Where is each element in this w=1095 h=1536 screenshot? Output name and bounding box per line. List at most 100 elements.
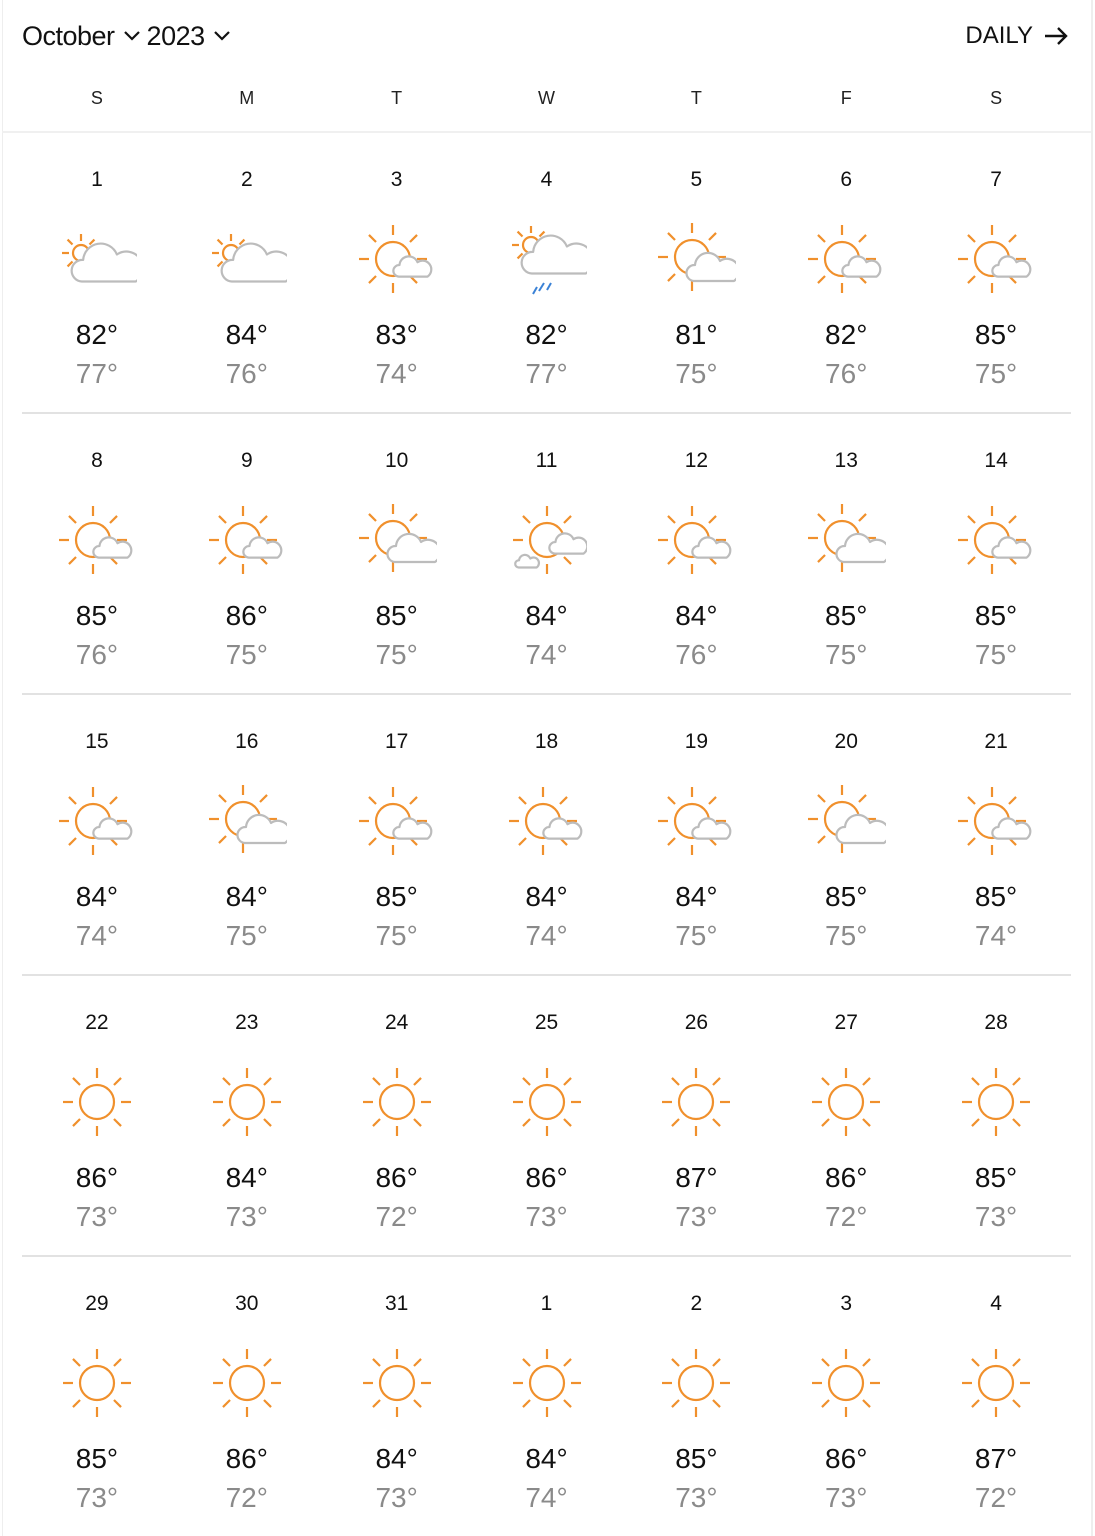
day-cell[interactable]: 31 84° 73°: [322, 1257, 472, 1536]
day-cell[interactable]: 11 84° 74°: [472, 414, 622, 693]
low-temp: 74°: [375, 358, 418, 389]
day-cell[interactable]: 3 86° 73°: [771, 1257, 921, 1536]
day-cell[interactable]: 29 85° 73°: [22, 1257, 172, 1536]
cloud-icon: [386, 532, 437, 564]
low-temp: 72°: [825, 1201, 868, 1232]
sun-icon: [662, 1349, 731, 1417]
low-temp: 76°: [675, 639, 718, 670]
day-cell[interactable]: 25 86° 73°: [472, 976, 622, 1255]
day-date: 29: [85, 1292, 109, 1315]
day-cell[interactable]: 18 84° 74°: [472, 695, 622, 974]
day-cell[interactable]: 7 85° 75°: [921, 133, 1071, 412]
day-cell[interactable]: 21 85° 74°: [921, 695, 1071, 974]
partly-sunny-icon: [58, 506, 133, 574]
day-date: 11: [535, 449, 558, 472]
daily-view-button[interactable]: DAILY: [965, 16, 1069, 56]
day-cell[interactable]: 4 82° 77°: [472, 133, 622, 412]
cloud-icon: [92, 536, 133, 559]
sun-icon: [62, 1068, 131, 1136]
month-label: October: [22, 20, 115, 51]
sunny-icon: [512, 1349, 581, 1417]
day-cell[interactable]: 8 85° 76°: [22, 414, 172, 693]
low-temp: 75°: [974, 639, 1018, 670]
low-temp: 76°: [225, 358, 268, 389]
day-date: 4: [990, 1292, 1002, 1315]
high-temp: 84°: [675, 881, 718, 912]
cloud-icon: [220, 242, 287, 283]
year-selector[interactable]: 2023: [147, 21, 233, 52]
day-cell[interactable]: 16 84° 75°: [172, 695, 322, 974]
day-date: 10: [384, 449, 409, 472]
month-selector[interactable]: October: [22, 21, 143, 52]
day-cell[interactable]: 26 87° 73°: [621, 976, 771, 1255]
high-temp: 81°: [675, 319, 718, 350]
day-date: 3: [390, 168, 403, 191]
high-temp: 82°: [525, 319, 568, 350]
cloud-icon: [835, 813, 887, 845]
week-row: 8 85° 76° 9 86° 75° 10 85° 75° 11 84° 74° 12…: [22, 414, 1071, 695]
chevron-down-icon: [213, 31, 230, 41]
day-cell[interactable]: 10 85° 75°: [322, 414, 472, 693]
low-temp: 73°: [974, 1201, 1018, 1232]
day-cell[interactable]: 27 86° 72°: [771, 976, 921, 1255]
sun-icon: [212, 1068, 281, 1136]
high-temp: 87°: [675, 1162, 718, 1193]
day-cell[interactable]: 12 84° 76°: [621, 414, 771, 693]
sunny-icon: [362, 1349, 431, 1417]
low-temp: 73°: [675, 1482, 718, 1513]
low-temp: 72°: [225, 1482, 268, 1513]
day-date: 4: [540, 168, 553, 191]
mostly-cloudy-icon: [61, 234, 137, 283]
low-temp: 77°: [525, 358, 568, 389]
day-date: 2: [240, 168, 253, 191]
day-cell[interactable]: 5 81° 75°: [621, 133, 771, 412]
day-cell[interactable]: 14 85° 75°: [921, 414, 1071, 693]
high-temp: 85°: [75, 1443, 119, 1474]
day-cell[interactable]: 30 86° 72°: [172, 1257, 322, 1536]
high-temp: 85°: [974, 1162, 1018, 1193]
partly-sunny-icon: [958, 225, 1032, 293]
day-cell[interactable]: 17 85° 75°: [322, 695, 472, 974]
day-cell[interactable]: 20 85° 75°: [771, 695, 921, 974]
high-temp: 84°: [525, 600, 568, 631]
day-cell[interactable]: 23 84° 73°: [172, 976, 322, 1255]
cloud-icon: [70, 242, 137, 283]
day-cell[interactable]: 2 85° 73°: [621, 1257, 771, 1536]
day-cell[interactable]: 9 86° 75°: [172, 414, 322, 693]
low-temp: 74°: [525, 920, 568, 951]
low-temp: 75°: [375, 920, 418, 951]
cloud-icon: [520, 234, 587, 275]
day-cell[interactable]: 2 84° 76°: [172, 133, 322, 412]
day-cell[interactable]: 3 83° 74°: [322, 133, 472, 412]
day-cell[interactable]: 13 85° 75°: [771, 414, 921, 693]
day-cell[interactable]: 6 82° 76°: [771, 133, 921, 412]
partly-cloudy-icon: [358, 504, 437, 572]
sun-icon: [512, 1349, 581, 1417]
day-cell[interactable]: 1 82° 77°: [22, 133, 172, 412]
week-row: 29 85° 73° 30 86° 72° 31 84° 73° 1 84° 74° 2…: [22, 1257, 1071, 1536]
weekday-label: W: [538, 88, 555, 108]
partly-sunny-icon: [808, 225, 882, 293]
day-date: 14: [984, 449, 1008, 472]
day-date: 17: [384, 730, 409, 753]
day-cell[interactable]: 1 84° 74°: [472, 1257, 622, 1536]
day-cell[interactable]: 28 85° 73°: [921, 976, 1071, 1255]
day-date: 6: [840, 168, 853, 191]
high-temp: 83°: [375, 319, 418, 350]
chevron-down-icon: [123, 31, 140, 41]
day-cell[interactable]: 15 84° 74°: [22, 695, 172, 974]
day-cell[interactable]: 4 87° 72°: [921, 1257, 1071, 1536]
day-cell[interactable]: 22 86° 73°: [22, 976, 172, 1255]
partly-cloudy-icon: [208, 785, 287, 853]
day-cell[interactable]: 24 86° 72°: [322, 976, 472, 1255]
sunny-icon: [662, 1349, 731, 1417]
partly-sunny-icon: [958, 787, 1032, 855]
day-date: 1: [540, 1292, 553, 1315]
cloud-icon: [991, 255, 1032, 278]
high-temp: 84°: [525, 881, 568, 912]
day-cell[interactable]: 19 84° 75°: [621, 695, 771, 974]
high-temp: 85°: [974, 600, 1018, 631]
week-row: 1 82° 77° 2 84° 76° 3 83° 74° 4 82° 77° 5 81…: [22, 133, 1071, 414]
